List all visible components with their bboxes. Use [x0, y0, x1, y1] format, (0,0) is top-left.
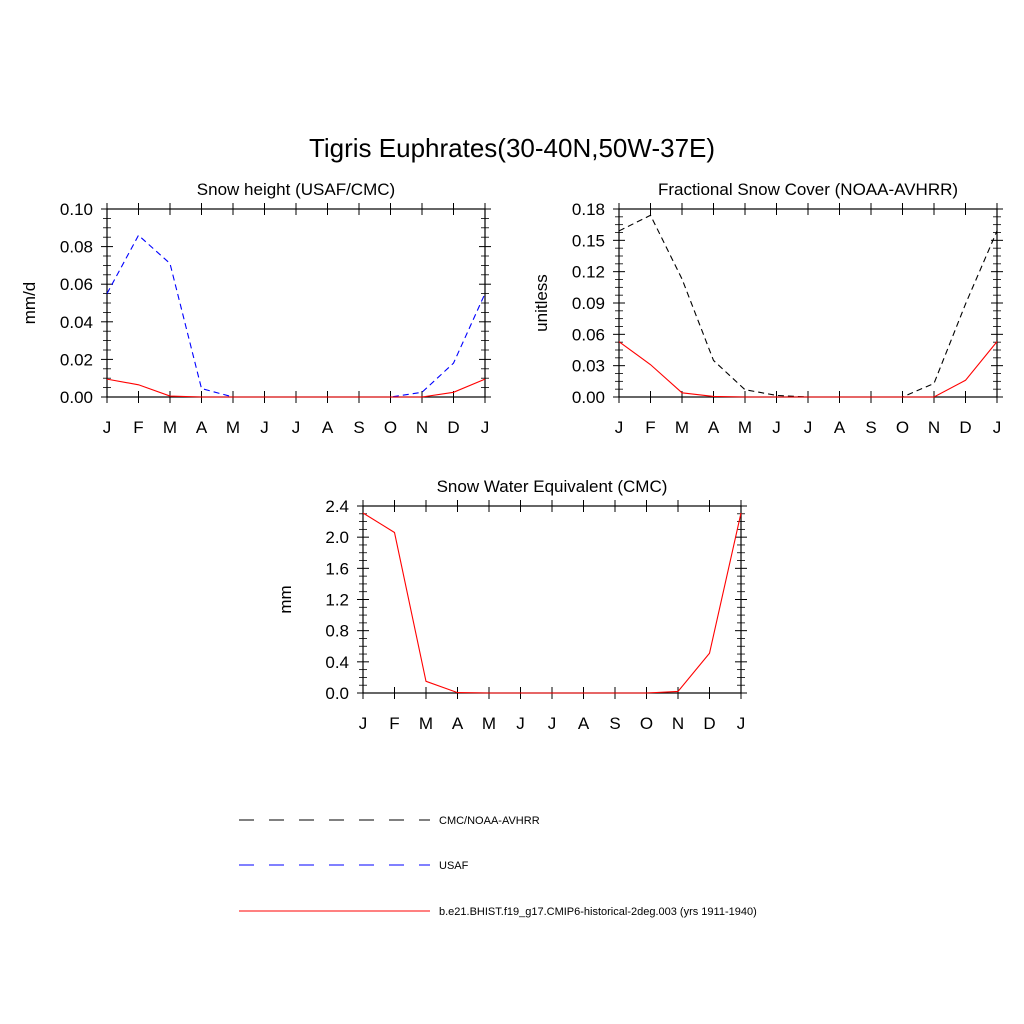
- y-tick-label: 0.12: [572, 263, 605, 282]
- x-tick-label: M: [163, 418, 177, 437]
- x-tick-label: J: [615, 418, 624, 437]
- series-line-cmc-noaa: [618, 214, 998, 398]
- chart-title: Snow Water Equivalent (CMC): [437, 477, 668, 496]
- y-tick-label: 2.4: [325, 497, 349, 516]
- x-tick-label: M: [419, 714, 433, 733]
- x-tick-label: O: [896, 418, 909, 437]
- legend: CMC/NOAA-AVHRR USAF b.e21.BHIST.f19_g17.CM…: [239, 815, 757, 918]
- y-tick-label: 0.06: [572, 325, 605, 344]
- x-tick-label: F: [389, 714, 399, 733]
- x-tick-label: O: [384, 418, 397, 437]
- x-tick-label: S: [865, 418, 876, 437]
- y-tick-label: 0.02: [60, 350, 93, 369]
- y-tick-label: 0.00: [60, 388, 93, 407]
- x-tick-label: J: [359, 714, 368, 733]
- x-tick-label: S: [353, 418, 364, 437]
- y-tick-label: 0.03: [572, 357, 605, 376]
- y-tick-label: 1.2: [325, 591, 349, 610]
- series-line-model: [106, 378, 486, 398]
- y-tick-label: 0.06: [60, 275, 93, 294]
- page-title: Tigris Euphrates(30-40N,50W-37E): [309, 133, 715, 163]
- x-tick-label: N: [928, 418, 940, 437]
- x-tick-label: M: [226, 418, 240, 437]
- x-tick-label: N: [416, 418, 428, 437]
- x-tick-label: J: [548, 714, 557, 733]
- y-axis-label: unitless: [532, 274, 551, 332]
- y-tick-label: 0.18: [572, 200, 605, 219]
- x-tick-label: A: [452, 714, 464, 733]
- legend-item: b.e21.BHIST.f19_g17.CMIP6-historical-2de…: [239, 906, 757, 918]
- x-tick-label: A: [196, 418, 208, 437]
- plot-frame: [106, 208, 486, 398]
- y-tick-label: 0.04: [60, 313, 93, 332]
- y-axis-label: mm/d: [20, 282, 39, 325]
- x-tick-label: A: [834, 418, 846, 437]
- chart-panel-1: Snow height (USAF/CMC) 0.00 0.02 0.04 0.06 0.…: [20, 180, 491, 437]
- y-tick-label: 0.08: [60, 238, 93, 257]
- x-tick-label: M: [675, 418, 689, 437]
- x-tick-label: M: [738, 418, 752, 437]
- y-tick-label: 0.0: [325, 684, 349, 703]
- x-tick-label: J: [993, 418, 1002, 437]
- y-tick-label: 1.6: [325, 559, 349, 578]
- chart-panel-3: Snow Water Equivalent (CMC) 0.0 0.4 0.8 1.2 1…: [276, 477, 747, 733]
- series-line-model: [362, 512, 742, 694]
- x-tick-label: A: [708, 418, 720, 437]
- legend-item: CMC/NOAA-AVHRR: [239, 815, 540, 827]
- y-tick-label: 0.8: [325, 622, 349, 641]
- x-tick-label: D: [959, 418, 971, 437]
- y-tick-label: 0.00: [572, 388, 605, 407]
- y-tick-label: 0.15: [572, 231, 605, 250]
- x-tick-label: J: [772, 418, 781, 437]
- y-tick-label: 0.4: [325, 653, 349, 672]
- x-tick-label: F: [133, 418, 143, 437]
- chart-title: Snow height (USAF/CMC): [197, 180, 395, 199]
- x-tick-label: A: [578, 714, 590, 733]
- legend-label: b.e21.BHIST.f19_g17.CMIP6-historical-2de…: [439, 906, 757, 918]
- legend-label: USAF: [439, 860, 469, 872]
- chart-title: Fractional Snow Cover (NOAA-AVHRR): [658, 180, 958, 199]
- y-tick-label: 0.10: [60, 200, 93, 219]
- x-tick-label: J: [103, 418, 112, 437]
- y-axis-label: mm: [276, 585, 295, 613]
- x-tick-label: J: [804, 418, 813, 437]
- x-tick-label: J: [292, 418, 301, 437]
- series-line-model: [618, 341, 998, 398]
- panels: Snow height (USAF/CMC) 0.00 0.02 0.04 0.06 0.…: [20, 180, 1003, 733]
- x-tick-label: D: [703, 714, 715, 733]
- x-tick-label: O: [640, 714, 653, 733]
- legend-item: USAF: [239, 860, 469, 872]
- chart-panel-2: Fractional Snow Cover (NOAA-AVHRR) 0.00 0.…: [532, 180, 1003, 437]
- plot-frame: [362, 505, 742, 694]
- x-tick-label: F: [645, 418, 655, 437]
- x-tick-label: M: [482, 714, 496, 733]
- x-tick-label: D: [447, 418, 459, 437]
- x-tick-label: A: [322, 418, 334, 437]
- x-tick-label: J: [516, 714, 525, 733]
- y-tick-label: 0.09: [572, 294, 605, 313]
- legend-label: CMC/NOAA-AVHRR: [439, 815, 540, 827]
- x-tick-label: J: [260, 418, 269, 437]
- x-tick-label: N: [672, 714, 684, 733]
- x-tick-label: J: [737, 714, 746, 733]
- y-tick-label: 2.0: [325, 528, 349, 547]
- x-tick-label: J: [481, 418, 490, 437]
- x-tick-label: S: [609, 714, 620, 733]
- series-line-usaf: [106, 234, 486, 398]
